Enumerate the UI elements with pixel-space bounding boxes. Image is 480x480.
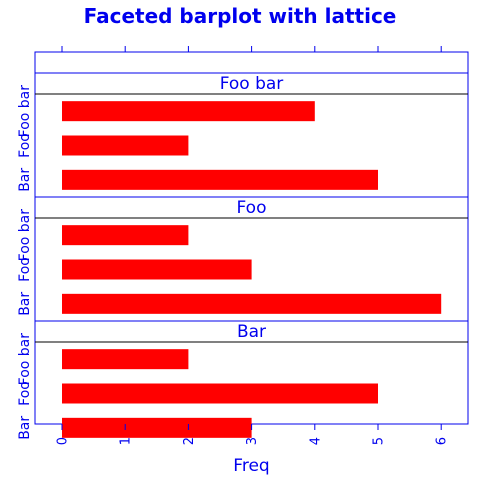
bar-foo	[62, 135, 189, 156]
chart-title: Faceted barplot with lattice	[84, 4, 397, 28]
category-label: Bar	[17, 168, 33, 192]
x-axis-label: Freq	[233, 456, 269, 476]
x-tick-label: 4	[308, 437, 323, 445]
bar-foo-bar	[62, 101, 315, 122]
bar-bar	[62, 293, 442, 314]
x-tick-label: 1	[119, 437, 134, 445]
bar-bar	[62, 417, 252, 438]
category-label: Foo bar	[17, 209, 33, 262]
category-label: Foo bar	[17, 85, 33, 138]
x-tick-label: 6	[435, 437, 450, 445]
category-label: Bar	[17, 416, 33, 440]
x-tick-label: 3	[245, 437, 260, 445]
x-tick-label: 2	[182, 437, 197, 445]
category-label: Foo	[17, 133, 33, 158]
strip-label: Bar	[237, 322, 266, 342]
bar-foo	[62, 259, 252, 280]
category-label: Foo	[17, 381, 33, 406]
bar-foo	[62, 383, 378, 404]
x-axis: 0 1 2 3 4 5 6	[56, 46, 450, 445]
category-label: Bar	[17, 292, 33, 316]
bar-foo-bar	[62, 349, 189, 370]
bar-foo-bar	[62, 225, 189, 246]
strip-label: Foo	[237, 198, 267, 218]
x-tick-label: 5	[372, 437, 387, 445]
category-label: Foo	[17, 257, 33, 282]
strip-label: Foo bar	[220, 74, 284, 94]
bar-bar	[62, 169, 378, 190]
category-label: Foo bar	[17, 333, 33, 386]
x-tick-label: 0	[56, 437, 71, 445]
